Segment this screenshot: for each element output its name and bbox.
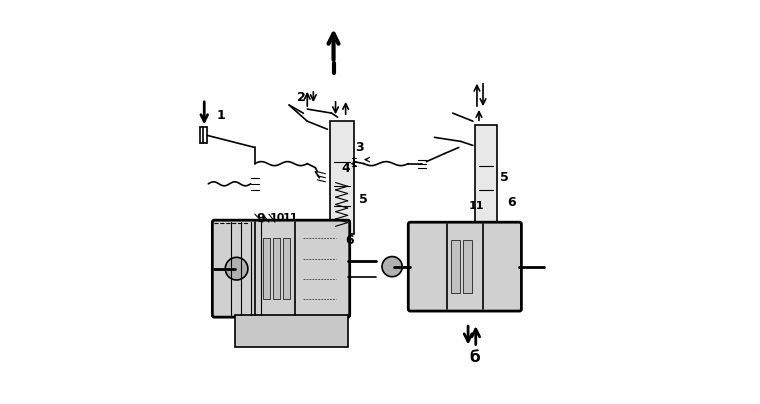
Text: 3: 3 bbox=[355, 141, 363, 154]
Bar bbox=[463, 240, 472, 293]
Circle shape bbox=[225, 257, 248, 280]
Text: 9: 9 bbox=[257, 212, 265, 225]
FancyBboxPatch shape bbox=[408, 222, 521, 311]
Text: 6: 6 bbox=[346, 234, 354, 247]
Circle shape bbox=[382, 257, 402, 277]
Text: 11: 11 bbox=[469, 201, 484, 211]
Bar bbox=[475, 125, 497, 230]
Text: 4: 4 bbox=[342, 162, 350, 175]
Text: 11: 11 bbox=[283, 213, 299, 223]
Text: 2: 2 bbox=[297, 91, 306, 104]
Text: 6: 6 bbox=[507, 196, 516, 208]
Text: 10: 10 bbox=[270, 213, 286, 223]
Bar bbox=[273, 238, 280, 299]
Text: б: б bbox=[470, 350, 480, 365]
Bar bbox=[330, 121, 353, 234]
Bar bbox=[283, 238, 290, 299]
FancyBboxPatch shape bbox=[212, 220, 350, 317]
Text: 5: 5 bbox=[359, 194, 368, 206]
Bar bbox=[451, 240, 460, 293]
Bar bbox=[263, 238, 270, 299]
Text: 5: 5 bbox=[500, 171, 508, 184]
Bar bbox=[235, 315, 347, 347]
Text: 1: 1 bbox=[217, 109, 225, 122]
